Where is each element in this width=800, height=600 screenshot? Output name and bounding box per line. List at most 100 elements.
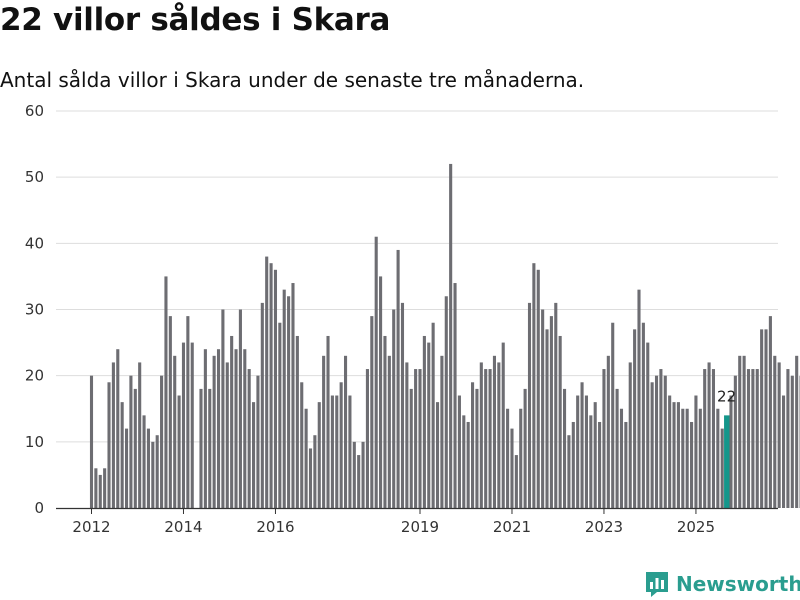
bar bbox=[501, 342, 505, 508]
bar bbox=[462, 415, 466, 508]
x-tick-label: 2012 bbox=[72, 518, 110, 536]
bar bbox=[466, 421, 470, 508]
bar bbox=[313, 435, 317, 508]
bar bbox=[138, 362, 142, 508]
bar bbox=[308, 448, 313, 508]
bar bbox=[111, 362, 115, 508]
bar bbox=[260, 302, 264, 508]
chart-subtitle: Antal sålda villor i Skara under de sena… bbox=[0, 68, 585, 92]
bar bbox=[510, 428, 514, 508]
newsworthy-logo-text: Newsworthy bbox=[676, 572, 800, 596]
bar bbox=[527, 302, 532, 508]
bar bbox=[580, 382, 584, 508]
bar bbox=[786, 369, 790, 508]
bar bbox=[584, 395, 588, 508]
bar bbox=[186, 316, 190, 508]
bar bbox=[107, 382, 111, 508]
bar bbox=[795, 355, 799, 508]
bar bbox=[558, 335, 562, 508]
y-tick-label: 0 bbox=[34, 499, 44, 517]
bar bbox=[773, 355, 777, 508]
bar bbox=[357, 455, 361, 508]
bar bbox=[598, 421, 602, 508]
bar bbox=[322, 355, 326, 508]
bar bbox=[89, 375, 94, 508]
bar bbox=[352, 441, 356, 508]
bar bbox=[247, 369, 251, 508]
bar bbox=[514, 455, 518, 508]
bar bbox=[764, 329, 768, 508]
bar bbox=[427, 342, 431, 508]
bar bbox=[418, 369, 422, 508]
bar bbox=[103, 468, 107, 508]
bar bbox=[287, 296, 291, 508]
bar bbox=[506, 408, 510, 508]
bar bbox=[370, 316, 374, 508]
bar bbox=[409, 388, 413, 508]
bar bbox=[567, 435, 571, 508]
bar bbox=[400, 302, 405, 508]
bar bbox=[216, 349, 221, 508]
bar bbox=[278, 322, 282, 508]
y-tick-label: 30 bbox=[25, 301, 44, 319]
bar bbox=[265, 256, 269, 508]
bar bbox=[519, 408, 523, 508]
bar bbox=[208, 388, 212, 508]
bar bbox=[273, 269, 278, 508]
bar bbox=[742, 355, 746, 508]
x-tick-label: 2014 bbox=[164, 518, 202, 536]
bar bbox=[571, 421, 575, 508]
bar bbox=[343, 355, 348, 508]
bar bbox=[790, 375, 794, 508]
bar bbox=[155, 435, 159, 508]
bar bbox=[317, 402, 321, 508]
bar bbox=[387, 355, 391, 508]
bar bbox=[444, 296, 448, 508]
bar bbox=[777, 362, 781, 508]
bar bbox=[676, 402, 680, 508]
bar bbox=[173, 355, 177, 508]
bar bbox=[295, 335, 299, 508]
bar bbox=[422, 335, 426, 508]
bar bbox=[146, 428, 150, 508]
bar bbox=[492, 355, 497, 508]
bar bbox=[475, 388, 479, 508]
bar bbox=[330, 395, 334, 508]
bar bbox=[633, 329, 637, 508]
bar bbox=[698, 408, 702, 508]
bar bbox=[269, 263, 273, 508]
bar bbox=[685, 408, 689, 508]
highlight-value-label: 22 bbox=[717, 387, 736, 405]
bar bbox=[707, 362, 711, 508]
bar bbox=[383, 335, 387, 508]
bar bbox=[256, 375, 260, 508]
bar bbox=[562, 388, 567, 508]
bar bbox=[760, 329, 764, 508]
bar bbox=[168, 316, 172, 508]
bar bbox=[379, 276, 383, 508]
bar bbox=[681, 408, 685, 508]
bar bbox=[523, 388, 527, 508]
bar bbox=[646, 342, 650, 508]
bar bbox=[624, 421, 628, 508]
bar bbox=[124, 428, 129, 508]
bar bbox=[326, 335, 330, 508]
newsworthy-logo: Newsworthy bbox=[644, 570, 800, 598]
bar bbox=[720, 428, 724, 508]
newsworthy-logo-icon bbox=[646, 572, 668, 597]
bar bbox=[435, 402, 440, 508]
y-tick-label: 40 bbox=[25, 234, 44, 252]
x-tick-label: 2019 bbox=[401, 518, 439, 536]
bar bbox=[405, 362, 409, 508]
bar bbox=[738, 355, 742, 508]
bar bbox=[300, 382, 304, 508]
bar bbox=[554, 302, 558, 508]
bar bbox=[549, 316, 553, 508]
bar bbox=[733, 375, 737, 508]
bar-highlight bbox=[724, 415, 732, 508]
bar bbox=[637, 289, 641, 508]
bar bbox=[654, 375, 659, 508]
bar bbox=[133, 388, 137, 508]
bar bbox=[545, 329, 549, 508]
bar bbox=[449, 163, 453, 508]
